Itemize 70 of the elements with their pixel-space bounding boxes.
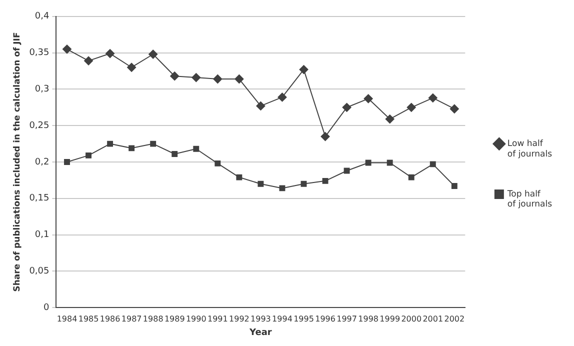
point [344, 168, 350, 174]
point [299, 65, 308, 74]
point [279, 185, 286, 192]
point [408, 174, 414, 180]
x-tick-label: 1992 [229, 314, 250, 324]
x-tick-label: 1988 [142, 314, 164, 324]
point [386, 160, 393, 166]
point [430, 161, 436, 168]
y-tick-label: 0,3 [34, 84, 50, 95]
point [172, 151, 178, 157]
point [385, 114, 394, 124]
point [428, 93, 438, 102]
x-tick-label: 2000 [401, 314, 422, 324]
point [451, 183, 458, 189]
y-tick-label: 0,35 [29, 48, 50, 58]
y-tick-label: 0,2 [34, 157, 50, 168]
point [193, 146, 200, 152]
point [450, 104, 459, 114]
x-tick-label: 2002 [444, 314, 465, 324]
x-tick-label: 1999 [380, 314, 400, 324]
x-tick-label: 1990 [186, 314, 206, 324]
x-tick-label: 1996 [315, 314, 336, 324]
point [320, 132, 330, 142]
point [236, 174, 242, 180]
legend-label: Low half of journals [507, 139, 553, 160]
point [234, 74, 244, 84]
point [64, 159, 70, 165]
y-axis-title: Share of publications included in the calculation of JIF [12, 32, 22, 292]
point [322, 178, 328, 184]
point [256, 101, 266, 110]
point [148, 50, 158, 59]
x-axis-title: Year [248, 328, 272, 338]
x-tick-label: 2001 [422, 314, 444, 324]
y-tick-label: 0,25 [29, 120, 50, 131]
x-tick-label: 1985 [78, 314, 99, 324]
legend-label: Top half of journals [506, 189, 553, 210]
point [278, 92, 287, 102]
point [300, 180, 307, 187]
y-tick-label: 0,4 [34, 12, 50, 22]
x-tick-label: 1997 [336, 314, 357, 324]
point [258, 180, 264, 187]
point [107, 140, 114, 147]
point [170, 72, 180, 81]
x-tick-label: 1984 [56, 314, 78, 324]
point [106, 49, 115, 58]
x-tick-label: 1995 [294, 314, 314, 324]
x-tick-label: 1993 [250, 314, 271, 324]
y-tick-label: 0,15 [29, 194, 50, 204]
y-tick-label: 0,1 [34, 230, 50, 240]
point [127, 62, 136, 72]
x-tick-label: 1991 [207, 314, 228, 324]
point [365, 160, 372, 166]
point [128, 145, 135, 152]
point [364, 94, 373, 104]
point [84, 56, 94, 66]
y-tick-label: 0,05 [29, 266, 50, 277]
point [406, 102, 416, 112]
point [86, 152, 92, 158]
point [214, 160, 221, 166]
x-tick-label: 1994 [272, 314, 292, 324]
point [150, 140, 156, 147]
x-tick-label: 1987 [121, 314, 142, 324]
x-tick-label: 1998 [358, 314, 378, 324]
point [213, 74, 222, 84]
point [192, 73, 201, 82]
point [62, 44, 72, 54]
y-tick-label: 0 [44, 302, 50, 313]
x-tick-label: 1986 [100, 314, 120, 324]
x-tick-label: 1989 [164, 314, 185, 324]
point [342, 102, 352, 112]
